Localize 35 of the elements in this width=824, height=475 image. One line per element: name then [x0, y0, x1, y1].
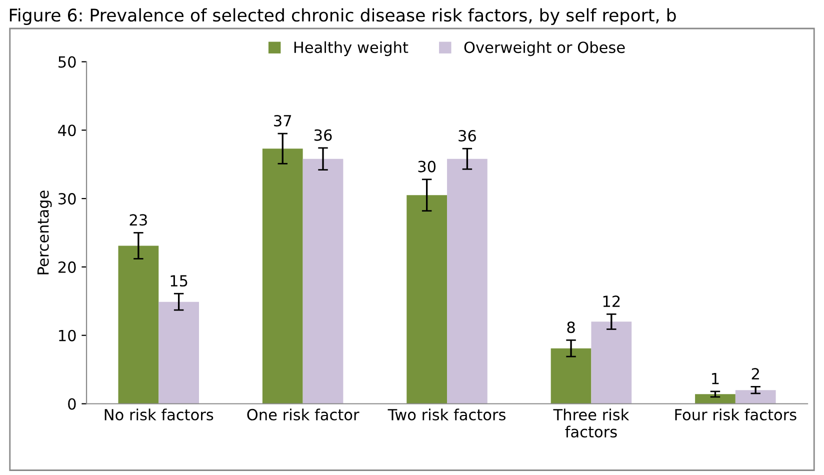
x-tick-label: Three risk factors	[553, 408, 630, 438]
x-tick-label: No risk factors	[104, 408, 214, 420]
data-label: 36	[314, 129, 332, 141]
bar	[447, 158, 488, 404]
legend-label: Overweight or Obese	[464, 41, 625, 56]
data-label: 1	[712, 373, 719, 384]
bar	[302, 158, 344, 404]
bar	[550, 348, 592, 404]
x-tick-label: One risk factor	[247, 408, 360, 420]
chart-title: Figure 6: Prevalence of selected chronic disease risk factors, by self report, b	[10, 8, 676, 26]
bar	[118, 246, 159, 404]
data-label: 8	[567, 322, 575, 334]
data-label: 15	[170, 275, 188, 287]
bar	[262, 148, 303, 404]
y-tick-label: 50	[58, 56, 76, 68]
bar	[158, 302, 199, 404]
data-label: 36	[458, 130, 476, 142]
data-label: 37	[274, 114, 292, 127]
data-label: 30	[418, 160, 436, 172]
data-label: 23	[130, 214, 147, 226]
bar	[695, 394, 736, 404]
x-tick-label: Two risk factors	[388, 408, 506, 420]
y-tick-label: 0	[68, 398, 76, 410]
bar	[591, 322, 632, 404]
legend-label: Healthy weight	[294, 41, 408, 56]
bar	[406, 195, 448, 404]
y-tick-label: 30	[58, 193, 76, 205]
y-tick-label: 40	[58, 124, 76, 136]
x-tick-label: Four risk factors	[675, 408, 796, 420]
y-tick-label: 20	[58, 261, 76, 273]
data-label: 2	[752, 368, 759, 380]
data-label: 12	[603, 296, 620, 307]
y-axis-title: Percentage	[37, 190, 52, 274]
bar	[735, 390, 776, 404]
y-tick-label: 10	[59, 330, 76, 342]
